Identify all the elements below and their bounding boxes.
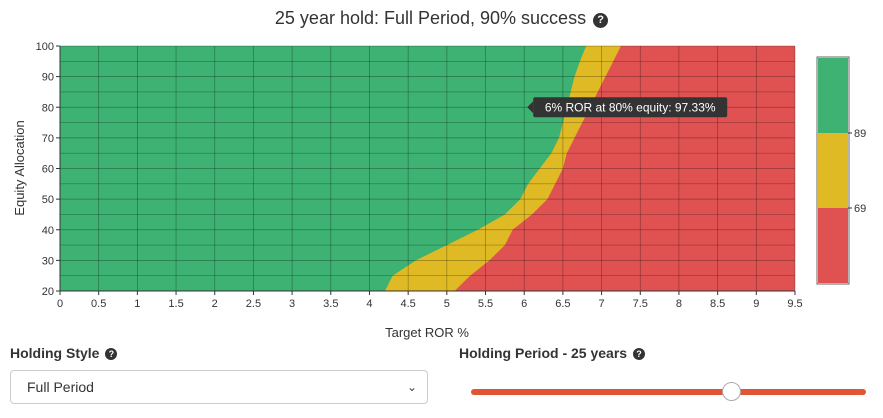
x-tick-label: 1 [134, 298, 140, 310]
holding-period-slider-track[interactable] [471, 389, 866, 395]
x-tick-label: 8.5 [710, 298, 725, 310]
y-tick-label: 90 [42, 72, 54, 84]
holding-period-slider-thumb[interactable] [722, 382, 742, 401]
holding-style-label-text: Holding Style [10, 345, 100, 361]
y-tick-label: 70 [42, 133, 54, 145]
legend-label: 69 [854, 203, 866, 215]
y-tick-label: 30 [42, 255, 54, 267]
x-tick-label: 5.5 [478, 298, 493, 310]
tooltip-arrow [527, 101, 534, 114]
x-tick-label: 5 [444, 298, 450, 310]
x-tick-label: 0.5 [91, 298, 106, 310]
x-tick-label: 0 [57, 298, 63, 310]
color-legend: 89 69 [816, 56, 866, 285]
x-tick-label: 7.5 [633, 298, 648, 310]
question-circle-icon[interactable]: ? [632, 348, 645, 360]
tooltip-box [533, 97, 728, 118]
y-tick-label: 60 [42, 164, 54, 176]
holding-style-value: Full Period [27, 379, 94, 395]
x-axis-title: Target ROR % [385, 325, 469, 340]
x-tick-label: 9.5 [787, 298, 802, 310]
y-axis-title: Equity Allocation [12, 120, 27, 215]
y-tick-label: 50 [42, 194, 54, 206]
question-circle-icon[interactable]: ? [593, 13, 609, 28]
x-tick-label: 2 [212, 298, 218, 310]
plot-area [60, 46, 795, 291]
y-axis: 20 30 40 50 60 70 80 90 100 [36, 41, 54, 298]
holding-period-label: Holding Period - 25 years ? [459, 345, 645, 361]
x-tick-label: 2.5 [246, 298, 261, 310]
y-tick-label: 80 [42, 102, 54, 114]
legend-label: 89 [854, 128, 866, 140]
chart-title: 25 year hold: Full Period, 90% success [274, 8, 587, 28]
x-tick-label: 3.5 [323, 298, 338, 310]
holding-period-label-text: Holding Period - 25 years [459, 345, 628, 361]
x-tick-label: 4.5 [401, 298, 416, 310]
y-tick-label: 40 [42, 225, 54, 237]
chart-title-row: 25 year hold: Full Period, 90% success ? [0, 8, 883, 29]
grid [56, 45, 796, 295]
tooltip-text: 6% ROR at 80% equity: 97.33% [545, 100, 716, 114]
y-tick-label: 100 [36, 41, 54, 53]
x-tick-label: 1.5 [168, 298, 183, 310]
x-tick-label: 3 [289, 298, 295, 310]
green-region [60, 46, 587, 291]
x-tick-label: 4 [366, 298, 372, 310]
holding-style-select[interactable]: Full Period ⌄ [10, 370, 428, 404]
legend-border [816, 56, 850, 285]
x-tick-label: 8 [676, 298, 682, 310]
legend-swatch-green [818, 58, 848, 133]
y-tick-label: 20 [42, 286, 54, 298]
heatmap-chart: 0 0.5 1 1.5 2 2.5 3 3.5 4 4.5 5 5.5 6 6.5 7 7.5 8 8.5 9 9.5… [12, 41, 866, 340]
question-circle-icon[interactable]: ? [105, 348, 118, 360]
chevron-down-icon: ⌄ [406, 380, 417, 394]
holding-style-label: Holding Style ? [10, 345, 118, 361]
x-tick-label: 7 [599, 298, 605, 310]
x-tick-label: 6.5 [555, 298, 570, 310]
legend-swatch-red [818, 208, 848, 283]
tooltip: 6% ROR at 80% equity: 97.33% [527, 97, 728, 118]
x-tick-label: 6 [521, 298, 527, 310]
x-axis: 0 0.5 1 1.5 2 2.5 3 3.5 4 4.5 5 5.5 6 6.5 7 7.5 8 8.5 9 9.5 [57, 298, 803, 310]
x-tick-label: 9 [753, 298, 759, 310]
legend-swatch-yellow [818, 133, 848, 208]
